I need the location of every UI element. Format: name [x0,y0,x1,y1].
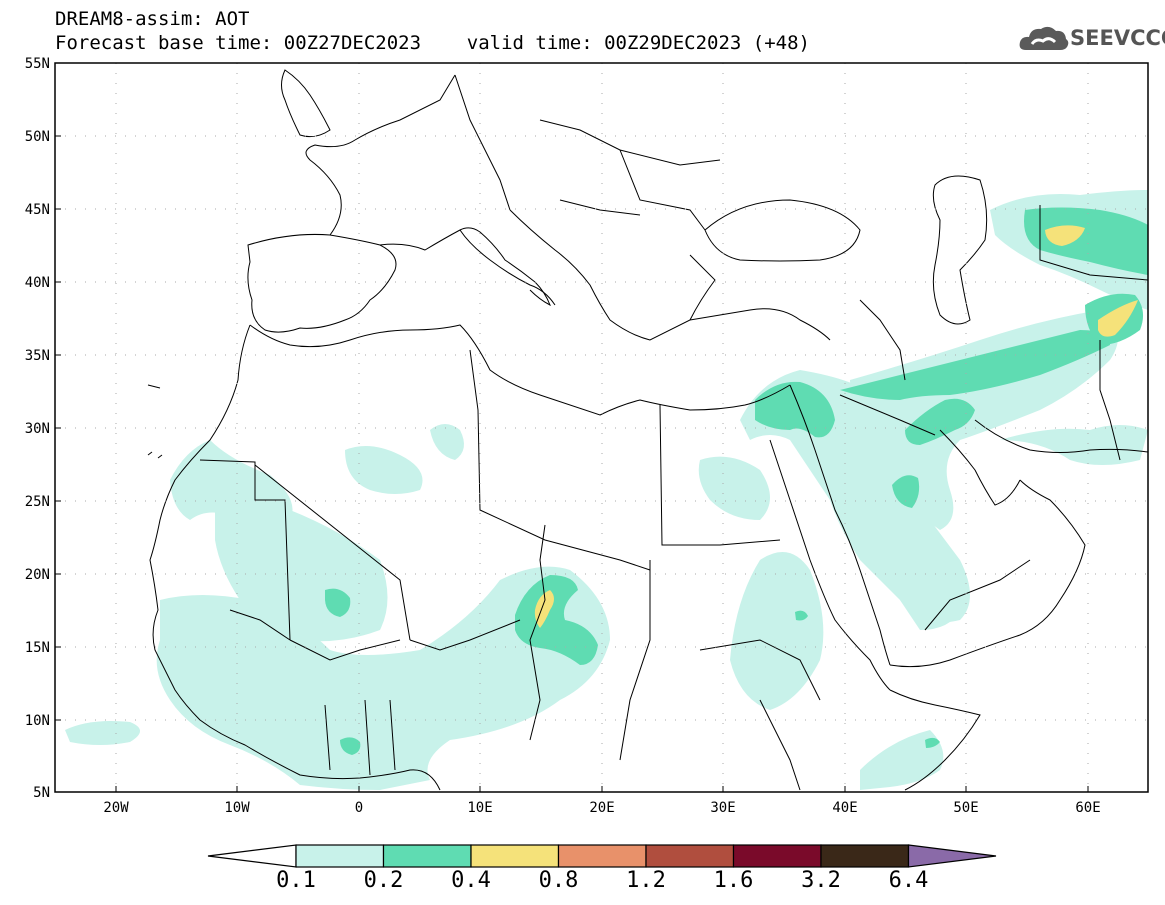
colorbar-segment-below [207,844,297,868]
lon-label: 10W [224,800,250,816]
lat-label: 55N [25,56,50,72]
colorbar-label: 6.4 [888,868,929,893]
forecast-time-line: Forecast base time: 00Z27DEC2023 valid t… [55,32,810,54]
lon-label: 20W [103,800,129,816]
aot-shading [65,190,1148,790]
lon-label: 0 [355,800,363,816]
lat-label: 10N [25,713,50,729]
seevccc-logo: SEEVCCC [1018,22,1165,56]
lon-label: 50E [953,800,978,816]
lon-label: 10E [467,800,492,816]
lat-label: 30N [25,421,50,437]
lat-label: 25N [25,494,50,510]
tick-marks [55,62,1089,792]
colorbar-label: 0.8 [538,868,579,893]
colorbar-segment [295,844,385,868]
lat-label: 5N [33,785,50,801]
map-title: DREAM8-assim: AOT [55,8,250,30]
lat-labels: 55N 50N 45N 40N 35N 30N 25N 20N 15N 10N … [25,56,50,801]
lon-label: 20E [589,800,614,816]
colorbar-label: 3.2 [801,868,841,893]
lat-label: 40N [25,275,50,291]
colorbar-label: 0.1 [276,868,316,893]
colorbar-segment [732,844,822,868]
coastlines [147,69,1148,791]
colorbar-label: 1.6 [713,868,754,893]
colorbar-segment [557,844,647,868]
lat-label: 20N [25,567,50,583]
colorbar-segment [645,844,735,868]
colorbar-label: 0.4 [451,868,491,893]
lon-label: 60E [1075,800,1100,816]
colorbar-label: 1.2 [626,868,666,893]
cloud-icon [1019,26,1069,50]
lat-label: 50N [25,129,50,145]
colorbar-segment-above [907,844,997,868]
colorbar [207,844,997,868]
lon-label: 40E [832,800,857,816]
map-grid [55,63,1148,792]
colorbar-segment [470,844,560,868]
lat-label: 35N [25,348,50,364]
lat-label: 15N [25,640,50,656]
lon-label: 30E [710,800,735,816]
lat-label: 45N [25,202,50,218]
colorbar-label: 0.2 [363,868,404,893]
colorbar-segment [382,844,472,868]
lon-labels: 20W 10W 0 10E 20E 30E 40E 50E 60E [103,800,1100,816]
logo-text: SEEVCCC [1070,26,1165,50]
colorbar-segment [820,844,910,868]
